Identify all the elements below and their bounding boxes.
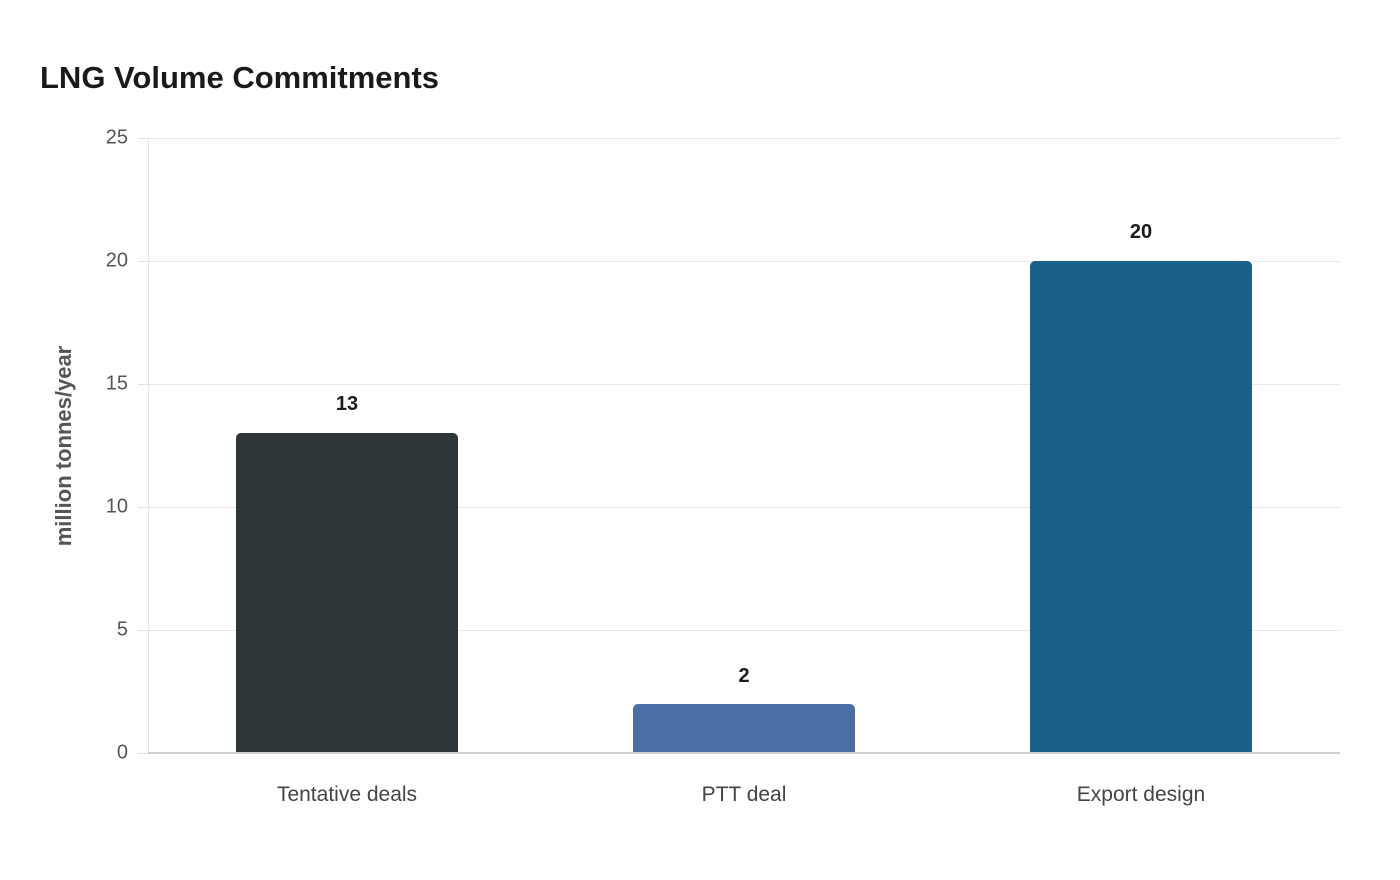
bar-tentative-deals[interactable] — [236, 433, 458, 753]
tick-15 — [138, 384, 148, 385]
y-tick-label: 0 — [116, 741, 128, 764]
plot-area: 25 20 15 10 5 0 13 2 20 Tentative deals … — [106, 127, 1340, 806]
tick-5 — [138, 630, 148, 631]
y-tick-label: 20 — [105, 249, 128, 272]
gridline-15 — [148, 384, 1340, 385]
tick-20 — [138, 261, 148, 262]
bar-ptt-deal[interactable] — [633, 704, 855, 753]
bar-export-design[interactable] — [1030, 261, 1252, 753]
tick-25 — [138, 138, 148, 139]
tick-10 — [138, 507, 148, 508]
data-label: 20 — [1129, 221, 1153, 243]
x-axis-line — [148, 752, 1340, 754]
chart-title: LNG Volume Commitments — [40, 60, 440, 95]
y-tick-label: 5 — [116, 618, 128, 641]
x-tick-label: PTT deal — [701, 783, 787, 806]
tick-0 — [138, 753, 148, 754]
y-tick-label: 15 — [105, 372, 128, 395]
gridline-5 — [148, 630, 1340, 631]
x-tick-label: Tentative deals — [276, 783, 418, 806]
y-tick-label: 10 — [105, 495, 128, 518]
gridline-20 — [148, 261, 1340, 262]
y-tick-label: 25 — [105, 126, 128, 149]
data-label: 13 — [335, 393, 359, 415]
gridline-10 — [148, 507, 1340, 508]
data-label: 2 — [738, 665, 750, 687]
x-tick-label: Export design — [1076, 783, 1206, 806]
y-axis-line — [148, 138, 149, 753]
gridline-25 — [148, 138, 1340, 139]
